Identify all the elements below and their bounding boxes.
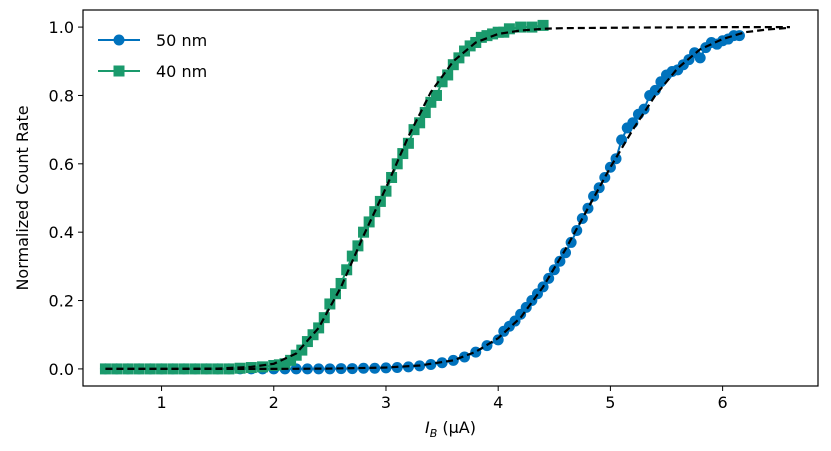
data-point-square [492,26,504,38]
data-point-square [503,23,515,35]
data-point-square [537,19,549,31]
data-point-square [285,354,297,366]
data-point-square [318,312,330,324]
data-point-square [329,288,341,300]
y-tick-label: 0.4 [49,223,74,242]
y-axis-ticks: 0.0 0.2 0.4 0.6 0.8 1.0 [49,18,83,379]
legend-label: 40 nm [156,62,207,81]
x-axis-label-subscript: B [430,427,438,440]
x-tick-label: 1 [156,393,166,412]
x-tick-label: 5 [605,393,615,412]
data-point-circle [733,30,745,42]
y-tick-label: 0.6 [49,155,74,174]
data-point-square [346,250,358,262]
plot-area [82,9,819,387]
legend: 50 nm 40 nm [98,31,207,81]
y-axis-label: Normalized Count Rate [13,105,32,290]
series-circle [99,30,745,375]
data-point-square [515,21,527,33]
data-point-circle [694,52,706,64]
data-point-square [113,65,125,77]
x-axis-label: IB (μA) [425,418,476,440]
x-tick-label: 4 [493,393,503,412]
data-point-square [358,226,370,238]
legend-entry: 40 nm [98,62,207,81]
data-point-square [430,89,442,101]
x-tick-label: 2 [269,393,279,412]
series-line [105,34,740,370]
data-point-square [307,329,319,341]
data-point-square [475,31,487,43]
data-point-square [447,59,459,71]
data-point-square [296,344,308,356]
legend-label: 50 nm [156,31,207,50]
data-point-square [402,137,414,149]
data-point-square [397,148,409,160]
data-point-square [442,69,454,81]
data-point-circle [565,236,577,248]
data-point-square [526,21,538,33]
data-point-circle [447,354,459,366]
data-point-square [324,298,336,310]
data-point-square [414,117,426,129]
data-point-square [273,359,285,371]
data-point-circle [582,202,594,214]
data-point-square [341,264,353,276]
data-point-square [481,30,493,42]
data-point-square [419,107,431,119]
data-point-square [335,277,347,289]
data-point-square [279,358,291,370]
data-point-circle [113,34,125,46]
data-point-square [290,349,302,361]
data-point-circle [649,84,661,96]
y-tick-label: 0.2 [49,292,74,311]
axes-frame [82,9,819,387]
x-axis-label-main: I [425,418,430,437]
data-point-square [487,28,499,40]
data-point-square [268,359,280,371]
data-point-circle [593,182,605,194]
fit-curve-dashed [105,26,791,371]
data-point-circle [599,171,611,183]
data-point-square [408,124,420,136]
data-point-square [425,96,437,108]
x-tick-label: 6 [718,393,728,412]
series-layer [99,19,791,375]
data-point-square [436,76,448,88]
data-point-circle [560,247,572,259]
x-tick-label: 3 [381,393,391,412]
y-tick-label: 0.8 [49,86,74,105]
data-point-square [352,240,364,252]
data-point-square [313,322,325,334]
x-axis-ticks: 1 2 3 4 5 6 [156,386,728,412]
data-point-square [257,361,269,373]
y-tick-label: 0.0 [49,360,74,379]
x-axis-label-unit: (μA) [437,418,476,437]
y-tick-label: 1.0 [49,18,74,37]
data-point-square [380,185,392,197]
data-point-circle [554,255,566,267]
data-point-square [464,40,476,52]
data-point-square [386,171,398,183]
fit-curve-dashed [105,25,790,371]
legend-entry: 50 nm [98,31,207,50]
